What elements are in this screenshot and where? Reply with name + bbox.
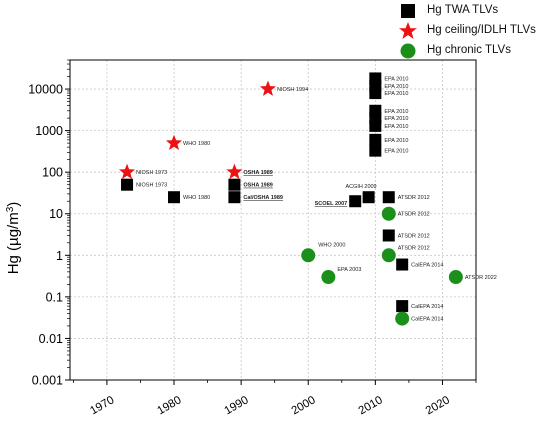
ceiling-point bbox=[165, 134, 183, 150]
x-tick-label: 2020 bbox=[424, 394, 452, 417]
green-circle-icon bbox=[400, 43, 416, 59]
ceiling-point bbox=[259, 80, 277, 96]
legend-label-twa: Hg TWA TLVs bbox=[427, 4, 499, 16]
twa-point bbox=[369, 119, 382, 132]
y-tick-label: 0.001 bbox=[32, 374, 63, 388]
point-label: OSHA 1989 bbox=[243, 183, 272, 189]
chronic-point bbox=[448, 270, 463, 285]
x-tick-label: 1990 bbox=[222, 394, 250, 417]
twa-point bbox=[369, 133, 382, 146]
chronic-point bbox=[301, 248, 316, 263]
point-label: NIOSH 1973 bbox=[136, 183, 167, 189]
point-label: EPA 2010 bbox=[384, 138, 408, 144]
black-square-icon bbox=[401, 4, 415, 18]
point-label: ATSDR 2012 bbox=[398, 212, 430, 218]
point-labels-layer: NIOSH 1973 WHO 1980 OSHA 1989 Cal/OSHA 1989… bbox=[136, 76, 497, 322]
point-label: EPA 2010 bbox=[384, 124, 408, 130]
y-tick-label: 1 bbox=[56, 249, 63, 263]
marks-layer bbox=[118, 72, 463, 326]
point-label: EPA 2003 bbox=[337, 267, 361, 273]
plot-area bbox=[69, 59, 477, 381]
twa-point bbox=[396, 300, 409, 313]
point-label: CalEPA 2014 bbox=[411, 263, 443, 269]
point-label: ATSDR 2012 bbox=[398, 245, 430, 251]
grid-layer bbox=[70, 60, 476, 381]
x-tick-label: 2010 bbox=[357, 394, 385, 417]
twa-point bbox=[228, 178, 241, 191]
y-tick-label: 10000 bbox=[28, 83, 63, 97]
twa-point bbox=[121, 178, 134, 191]
x-tick-label: 1980 bbox=[155, 394, 183, 417]
point-label: EPA 2010 bbox=[384, 116, 408, 122]
legend-label-chronic: Hg chronic TLVs bbox=[427, 44, 511, 56]
y-tick-label: 0.1 bbox=[46, 290, 63, 304]
y-tick-label: 0.01 bbox=[39, 332, 63, 346]
twa-point bbox=[396, 258, 409, 271]
chronic-point bbox=[395, 311, 410, 326]
point-label: WHO 2000 bbox=[318, 242, 345, 248]
twa-point bbox=[349, 195, 362, 208]
twa-point bbox=[369, 87, 382, 100]
ceiling-point bbox=[226, 163, 243, 180]
chronic-point bbox=[321, 270, 336, 285]
legend-item-chronic: Hg chronic TLVs bbox=[398, 41, 550, 61]
point-label: SCOEL 2007 bbox=[315, 201, 348, 207]
y-tick-label: 100 bbox=[42, 166, 63, 180]
twa-point bbox=[382, 229, 395, 242]
y-tick-label: 1000 bbox=[35, 124, 63, 138]
point-label: CalEPA 2014 bbox=[411, 317, 443, 323]
point-label: ATSDR 2012 bbox=[398, 195, 430, 201]
y-axis-title-end: ) bbox=[5, 202, 22, 207]
x-tick-label: 2000 bbox=[290, 394, 318, 417]
y-axis-title: Hg (µg/m3) bbox=[5, 202, 23, 275]
point-label: Cal/OSHA 1989 bbox=[243, 195, 283, 201]
point-label: ACGIH 2009 bbox=[345, 184, 376, 190]
chronic-point bbox=[381, 206, 396, 221]
ceiling-point bbox=[118, 163, 136, 180]
point-label: EPA 2010 bbox=[384, 76, 408, 82]
twa-point bbox=[369, 144, 382, 157]
twa-point bbox=[362, 191, 375, 204]
x-tick-label: 1970 bbox=[88, 394, 116, 417]
point-label: CalEPA 2014 bbox=[411, 304, 443, 310]
point-label: ATSDR 2012 bbox=[398, 233, 430, 239]
legend-item-ceiling: Hg ceiling/IDLH TLVs bbox=[398, 21, 550, 41]
y-tick-label: 10 bbox=[49, 207, 63, 221]
point-label: EPA 2010 bbox=[384, 149, 408, 155]
legend-label-ceiling: Hg ceiling/IDLH TLVs bbox=[427, 24, 536, 36]
point-label: WHO 1980 bbox=[183, 195, 210, 201]
point-label: EPA 2010 bbox=[384, 84, 408, 90]
twa-point bbox=[168, 191, 181, 204]
point-label: EPA 2010 bbox=[384, 91, 408, 97]
y-axis-title-superscript: 3 bbox=[5, 206, 16, 212]
y-axis-title-main: Hg (µg/m bbox=[5, 212, 22, 274]
red-star-icon bbox=[399, 22, 417, 39]
twa-point bbox=[382, 191, 395, 204]
legend-item-twa: Hg TWA TLVs bbox=[398, 1, 550, 21]
point-label: WHO 1980 bbox=[183, 141, 210, 147]
point-label: ATSDR 2022 bbox=[465, 275, 497, 281]
point-label: EPA 2010 bbox=[384, 109, 408, 115]
point-label: NIOSH 1973 bbox=[136, 170, 167, 176]
point-label: NIOSH 1994 bbox=[277, 87, 308, 93]
chronic-point bbox=[381, 248, 396, 263]
twa-point bbox=[228, 191, 241, 204]
point-label: OSHA 1989 bbox=[243, 170, 272, 176]
